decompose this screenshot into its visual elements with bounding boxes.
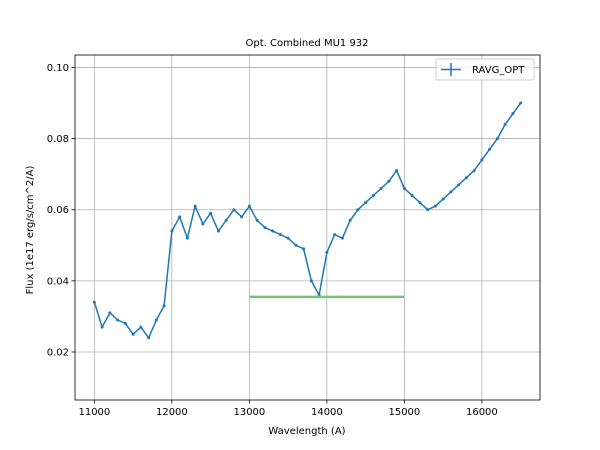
series-layer xyxy=(92,101,523,340)
x-axis-label: Wavelength (A) xyxy=(268,426,345,437)
data-point xyxy=(278,233,282,237)
y-tick-label: 0.10 xyxy=(47,63,69,74)
x-tick-label: 12000 xyxy=(156,407,188,418)
x-tick-label: 15000 xyxy=(388,407,420,418)
data-point xyxy=(480,158,484,162)
data-point xyxy=(154,318,158,322)
data-point xyxy=(495,137,499,141)
data-point xyxy=(488,147,492,151)
data-point xyxy=(271,229,275,233)
data-point xyxy=(193,204,197,208)
data-point xyxy=(441,197,445,201)
x-tick-label: 14000 xyxy=(311,407,343,418)
x-tick-label: 11000 xyxy=(78,407,110,418)
data-point xyxy=(263,226,267,229)
data-point xyxy=(379,186,383,190)
data-point xyxy=(457,183,461,187)
series-line xyxy=(93,102,522,339)
data-point xyxy=(348,218,352,222)
chart-title: Opt. Combined MU1 932 xyxy=(245,38,368,49)
data-point xyxy=(364,201,368,205)
data-point xyxy=(371,193,375,197)
data-point xyxy=(340,236,344,240)
data-point xyxy=(147,336,151,340)
data-point xyxy=(464,176,468,180)
data-point xyxy=(449,190,453,194)
data-point xyxy=(216,229,220,233)
data-point xyxy=(170,229,174,233)
ticks: 11000 12000 13000 14000 15000 16000 0.02 0.04 0.… xyxy=(47,63,498,418)
data-point xyxy=(232,208,236,212)
y-axis-label: Flux (1e17 erg/s/cm^2/A) xyxy=(25,166,36,295)
data-point xyxy=(286,236,290,240)
y-tick-label: 0.08 xyxy=(47,134,69,145)
data-point xyxy=(418,201,422,205)
data-point xyxy=(224,218,228,222)
data-point xyxy=(240,215,244,219)
data-point xyxy=(162,304,166,308)
data-point xyxy=(387,179,391,183)
plot-frame xyxy=(74,54,541,401)
y-tick-label: 0.06 xyxy=(47,205,69,216)
x-tick-label: 16000 xyxy=(466,407,498,418)
grid xyxy=(75,55,540,400)
data-point xyxy=(395,169,399,173)
data-point xyxy=(472,169,476,173)
data-point xyxy=(333,233,337,237)
series-0 xyxy=(92,101,523,340)
data-point xyxy=(410,193,414,197)
data-point xyxy=(139,325,143,329)
data-point xyxy=(247,204,251,208)
data-point xyxy=(123,322,127,326)
legend: RAVG_OPT xyxy=(435,58,535,81)
data-point xyxy=(92,300,96,304)
data-point xyxy=(255,218,259,222)
data-point xyxy=(209,211,213,215)
data-point xyxy=(503,122,507,126)
data-point xyxy=(309,279,313,283)
data-point xyxy=(178,215,182,219)
y-tick-label: 0.02 xyxy=(47,347,69,358)
data-point xyxy=(131,332,135,336)
data-point xyxy=(426,208,430,212)
data-point xyxy=(433,204,437,208)
data-point xyxy=(302,247,306,251)
data-point xyxy=(201,222,205,226)
data-point xyxy=(185,236,189,240)
data-point xyxy=(402,186,406,190)
axes-frame xyxy=(74,54,541,401)
data-point xyxy=(108,311,112,315)
data-point xyxy=(294,243,298,247)
data-point xyxy=(511,112,515,116)
y-tick-label: 0.04 xyxy=(47,276,69,287)
legend-label: RAVG_OPT xyxy=(472,65,525,76)
x-tick-label: 13000 xyxy=(233,407,265,418)
legend-box xyxy=(435,58,535,81)
data-point xyxy=(356,208,360,212)
data-point xyxy=(116,318,120,322)
data-point xyxy=(325,250,329,254)
data-point xyxy=(519,101,523,105)
data-point xyxy=(100,325,104,329)
